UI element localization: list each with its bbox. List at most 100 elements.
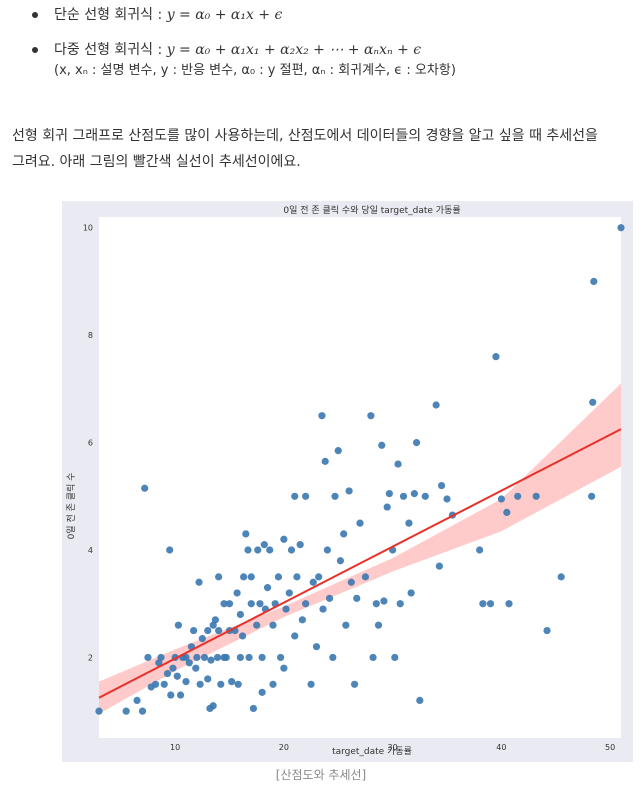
data-point <box>169 664 177 672</box>
data-point <box>254 546 262 554</box>
data-point <box>492 353 500 361</box>
data-point <box>244 546 252 554</box>
x-tick-label: 20 <box>279 743 289 752</box>
data-point <box>374 621 383 629</box>
data-point <box>176 691 185 699</box>
data-point <box>215 626 223 635</box>
simple-regression-formula: y = α₀ + α₁x + ϵ <box>166 7 283 23</box>
data-point <box>269 621 277 629</box>
data-point <box>396 600 404 608</box>
data-point <box>122 707 130 715</box>
data-point <box>185 659 193 667</box>
data-point <box>133 696 141 705</box>
data-point <box>391 653 399 662</box>
paragraph-line-1: 선형 회귀 그래프로 산점도를 많이 사용하는데, 산점도에서 데이터들의 경향… <box>12 128 598 144</box>
data-point <box>234 680 242 688</box>
x-tick-label: 10 <box>170 743 180 752</box>
data-point <box>253 621 261 629</box>
data-point <box>367 412 375 420</box>
data-point <box>247 600 255 608</box>
data-point <box>486 600 495 608</box>
paragraph-line-2: 그려요. 아래 그림의 빨간색 실선이 추세선이에요. <box>12 154 301 170</box>
data-point <box>277 653 285 662</box>
data-point <box>280 535 288 543</box>
data-point <box>215 573 223 581</box>
data-point <box>173 672 181 680</box>
data-point <box>617 224 625 232</box>
data-point <box>347 578 355 586</box>
data-point <box>557 573 565 581</box>
data-point <box>340 530 348 538</box>
data-point <box>302 600 310 608</box>
data-point <box>329 653 337 662</box>
scatter-chart: 0일 전 존 클릭 수와 당일 target_date 가동률 target_d… <box>65 204 625 757</box>
data-point <box>245 653 253 662</box>
data-point <box>405 519 413 527</box>
data-point <box>331 492 339 500</box>
data-point <box>443 495 451 503</box>
data-point <box>356 519 364 527</box>
data-point <box>309 578 317 586</box>
data-point <box>166 546 174 554</box>
data-point <box>144 653 152 662</box>
data-point <box>151 680 160 688</box>
data-point <box>157 653 165 662</box>
data-point <box>190 626 198 635</box>
data-point <box>369 653 377 662</box>
data-point <box>182 678 190 686</box>
data-point <box>242 530 250 538</box>
tick-labels-layer: 10 20 30 40 50 2 4 6 8 10 <box>83 224 615 752</box>
data-point <box>543 626 551 635</box>
data-point <box>432 401 440 409</box>
data-point <box>503 508 511 517</box>
data-point <box>296 541 304 549</box>
scatter-figure: 0일 전 존 클릭 수와 당일 target_date 가동률 target_d… <box>62 201 633 762</box>
body-paragraph: 선형 회귀 그래프로 산점도를 많이 사용하는데, 산점도에서 데이터들의 경향… <box>12 123 642 175</box>
data-point <box>209 702 217 710</box>
multiple-regression-item: 다중 선형 회귀식 : y = α₀ + α₁x₁ + α₂x₂ + ⋯ + α… <box>14 39 634 61</box>
data-point <box>410 490 418 498</box>
y-tick-label: 6 <box>88 439 93 448</box>
multiple-regression-formula: y = α₀ + α₁x₁ + α₂x₂ + ⋯ + αₙxₙ + ϵ <box>166 42 422 58</box>
data-point <box>353 594 361 602</box>
data-point <box>228 678 236 686</box>
bullet-dot <box>32 47 38 53</box>
x-tick-label: 30 <box>388 743 398 752</box>
data-point <box>302 492 310 500</box>
data-point <box>198 635 206 643</box>
x-tick-label: 40 <box>496 743 506 752</box>
data-point <box>287 546 296 554</box>
data-point <box>312 643 321 651</box>
data-point <box>204 626 212 635</box>
data-point <box>383 503 391 511</box>
data-point <box>285 589 293 597</box>
data-point <box>247 573 255 581</box>
data-point <box>345 487 353 495</box>
data-point <box>407 589 415 597</box>
data-point <box>315 573 323 581</box>
data-point <box>497 495 505 503</box>
data-point <box>207 656 215 664</box>
data-point <box>263 584 272 592</box>
data-point <box>412 438 421 447</box>
data-point <box>249 704 258 713</box>
data-point <box>318 412 326 420</box>
formula-list: 단순 선형 회귀식 : y = α₀ + α₁x + ϵ 다중 선형 회귀식 :… <box>14 4 634 81</box>
data-point <box>350 680 359 688</box>
data-point <box>421 492 429 500</box>
data-point <box>336 557 345 565</box>
simple-regression-item: 단순 선형 회귀식 : y = α₀ + α₁x + ϵ <box>14 4 634 26</box>
data-point <box>325 594 334 602</box>
y-tick-label: 8 <box>88 331 93 340</box>
data-point <box>437 481 446 490</box>
data-point <box>211 616 219 624</box>
data-point <box>588 492 596 500</box>
data-point <box>256 600 264 608</box>
data-point <box>361 573 370 581</box>
trend-line <box>98 428 622 699</box>
data-point <box>236 653 244 662</box>
data-point <box>167 691 175 699</box>
data-point <box>258 653 266 662</box>
data-point <box>532 492 540 500</box>
data-point <box>174 621 182 629</box>
